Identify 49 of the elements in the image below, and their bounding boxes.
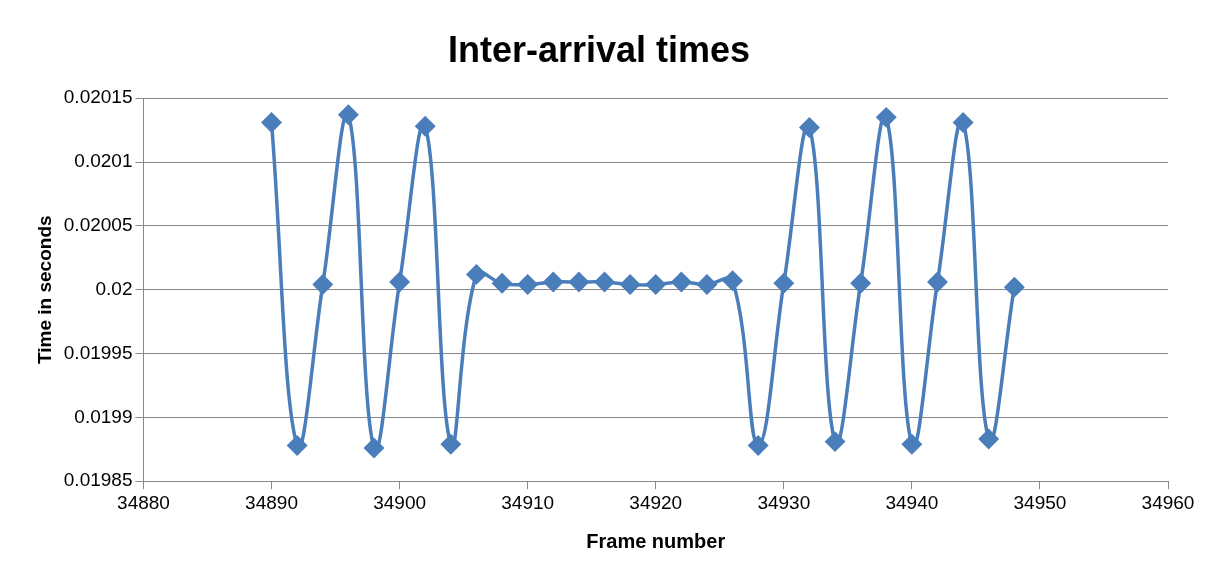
point [441,434,461,454]
point [287,435,307,456]
point [543,272,564,292]
y-tick-label: 0.02 [95,277,133,299]
point [364,438,384,458]
y-tick-label: 0.02015 [63,86,133,108]
point [569,272,589,292]
point [466,264,487,285]
x-tick-label: 34900 [373,491,427,513]
point [697,274,717,295]
point [492,273,512,294]
y-tick-label: 0.0199 [74,405,133,427]
x-tick-label: 34950 [1013,491,1067,513]
x-axis-title: Frame number [586,529,726,552]
x-tick-label: 34940 [885,491,939,513]
x-tick-label: 34890 [245,491,298,513]
x-tick-label: 34910 [501,491,555,513]
point [927,272,948,292]
y-tick-label: 0.01995 [63,341,133,363]
point [313,274,333,295]
point [876,107,897,128]
point [594,272,615,292]
chart-title: Inter-arrival times [447,28,751,70]
point [722,271,743,291]
point [415,116,435,137]
x-tick-label: 34880 [117,491,170,513]
x-tick-label: 34930 [757,491,811,513]
point [645,274,666,295]
x-tick-label: 34920 [629,491,683,513]
point [671,272,692,292]
point [517,274,538,295]
point [1004,277,1025,297]
x-tick-label: 34960 [1141,491,1195,513]
y-tick-label: 0.0201 [74,150,133,172]
y-tick-label: 0.02005 [63,214,133,236]
point [953,112,973,133]
point [620,274,640,295]
y-tick-label: 0.01985 [63,469,133,491]
point [978,429,999,449]
point [850,273,871,294]
point [338,105,359,125]
point [774,273,794,294]
point [261,112,282,133]
point [748,435,768,456]
point [825,431,845,452]
point [389,272,410,292]
y-axis-title: Time in seconds [33,215,55,364]
point [902,434,922,454]
point [799,117,820,138]
